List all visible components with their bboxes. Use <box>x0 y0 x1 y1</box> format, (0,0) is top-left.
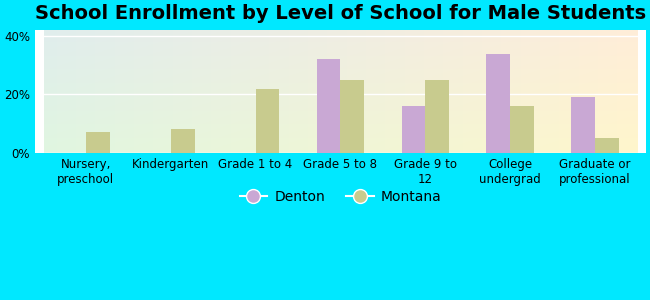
Bar <box>317 59 341 153</box>
Bar <box>402 106 425 153</box>
Bar <box>486 54 510 153</box>
Bar <box>341 80 364 153</box>
Bar <box>171 129 194 153</box>
Legend: Denton, Montana: Denton, Montana <box>234 184 447 209</box>
Bar <box>510 106 534 153</box>
Bar <box>425 80 449 153</box>
Bar <box>595 138 619 153</box>
Title: School Enrollment by Level of School for Male Students: School Enrollment by Level of School for… <box>35 4 646 23</box>
Bar <box>571 97 595 153</box>
Bar <box>86 132 110 153</box>
Bar <box>255 88 280 153</box>
